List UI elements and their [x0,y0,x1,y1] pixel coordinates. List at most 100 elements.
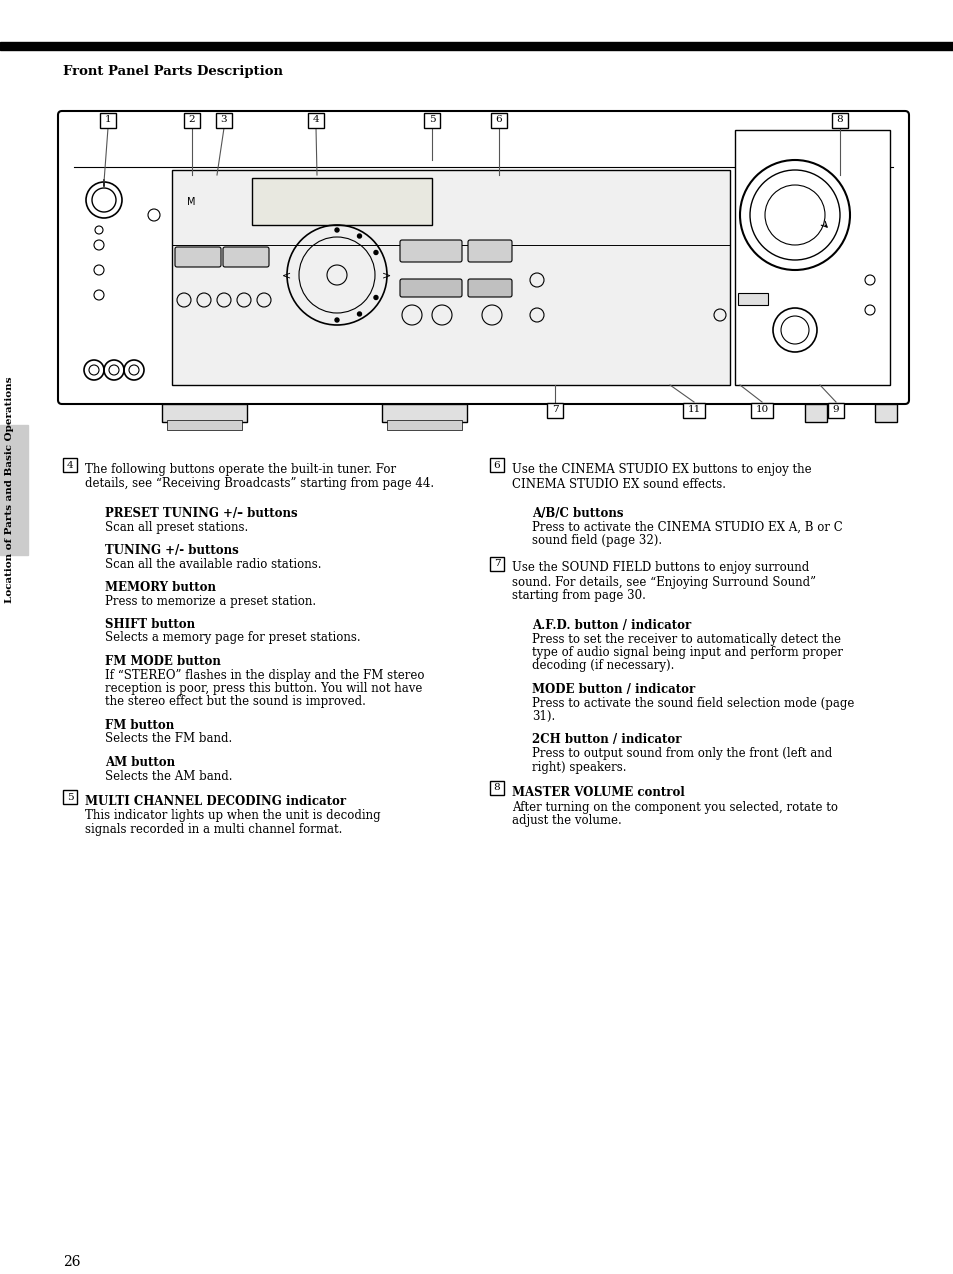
Text: 5: 5 [428,116,435,125]
FancyBboxPatch shape [399,279,461,297]
FancyBboxPatch shape [63,457,77,471]
Text: 26: 26 [63,1255,80,1269]
Text: <: < [282,270,292,280]
FancyBboxPatch shape [682,403,704,418]
Text: 31).: 31). [532,710,555,724]
Text: MASTER VOLUME control: MASTER VOLUME control [512,786,684,799]
Text: After turning on the component you selected, rotate to: After turning on the component you selec… [512,800,837,814]
Bar [738,293,767,304]
Circle shape [374,251,377,255]
Text: 4: 4 [67,460,73,470]
Text: 2CH button / indicator: 2CH button / indicator [532,734,680,747]
Bar [381,404,467,422]
Text: FM MODE button: FM MODE button [105,655,221,668]
FancyBboxPatch shape [308,112,324,127]
FancyBboxPatch shape [184,112,200,127]
Text: The following buttons operate the built-in tuner. For: The following buttons operate the built-… [85,462,395,476]
FancyBboxPatch shape [399,240,461,262]
Circle shape [335,318,338,322]
Text: SHIFT button: SHIFT button [105,618,195,631]
FancyBboxPatch shape [100,112,116,127]
Text: 8: 8 [836,116,842,125]
Bar [874,404,896,422]
Text: CINEMA STUDIO EX sound effects.: CINEMA STUDIO EX sound effects. [512,478,725,490]
Text: >: > [382,270,392,280]
Text: Press to activate the sound field selection mode (page: Press to activate the sound field select… [532,697,854,710]
Text: Scan all preset stations.: Scan all preset stations. [105,521,248,534]
Text: sound field (page 32).: sound field (page 32). [532,534,661,547]
Text: A/B/C buttons: A/B/C buttons [532,507,623,520]
Text: 3: 3 [220,116,227,125]
Bar [387,420,461,431]
FancyBboxPatch shape [546,403,562,418]
Bar [0,42,953,50]
Text: Scan all the available radio stations.: Scan all the available radio stations. [105,558,321,571]
Text: 8: 8 [493,784,499,792]
FancyBboxPatch shape [827,403,843,418]
Text: Location of Parts and Basic Operations: Location of Parts and Basic Operations [6,377,14,604]
Text: MODE button / indicator: MODE button / indicator [532,683,695,696]
Text: MEMORY button: MEMORY button [105,581,215,594]
Text: If “STEREO” flashes in the display and the FM stereo: If “STEREO” flashes in the display and t… [105,669,424,682]
Text: 1: 1 [105,116,112,125]
FancyBboxPatch shape [468,279,512,297]
Text: 7: 7 [551,405,558,414]
Text: Use the CINEMA STUDIO EX buttons to enjoy the: Use the CINEMA STUDIO EX buttons to enjo… [512,462,811,476]
Text: Press to activate the CINEMA STUDIO EX A, B or C: Press to activate the CINEMA STUDIO EX A… [532,521,841,534]
Text: MULTI CHANNEL DECODING indicator: MULTI CHANNEL DECODING indicator [85,795,346,808]
Text: FM button: FM button [105,719,174,733]
FancyBboxPatch shape [223,247,269,268]
Text: decoding (if necessary).: decoding (if necessary). [532,660,674,673]
Text: Press to memorize a preset station.: Press to memorize a preset station. [105,595,315,608]
Text: TUNING +/- buttons: TUNING +/- buttons [105,544,238,557]
FancyBboxPatch shape [750,403,772,418]
Circle shape [335,228,338,232]
Text: the stereo effect but the sound is improved.: the stereo effect but the sound is impro… [105,696,366,708]
Bar [734,130,889,385]
Text: details, see “Receiving Broadcasts” starting from page 44.: details, see “Receiving Broadcasts” star… [85,478,434,490]
Text: 6: 6 [493,460,499,470]
Text: This indicator lights up when the unit is decoding: This indicator lights up when the unit i… [85,809,380,823]
Bar [804,404,826,422]
Text: 6: 6 [496,116,502,125]
Text: A.F.D. button / indicator: A.F.D. button / indicator [532,619,691,632]
FancyBboxPatch shape [491,112,506,127]
FancyBboxPatch shape [215,112,232,127]
Text: signals recorded in a multi channel format.: signals recorded in a multi channel form… [85,823,342,836]
Text: 2: 2 [189,116,195,125]
FancyBboxPatch shape [831,112,847,127]
Text: PRESET TUNING +/– buttons: PRESET TUNING +/– buttons [105,507,297,520]
Text: 7: 7 [493,559,499,568]
Text: right) speakers.: right) speakers. [532,761,626,773]
FancyBboxPatch shape [490,557,503,571]
Bar [0,426,28,555]
FancyBboxPatch shape [423,112,439,127]
FancyBboxPatch shape [468,240,512,262]
Text: Press to set the receiver to automatically detect the: Press to set the receiver to automatical… [532,632,841,646]
Text: sound. For details, see “Enjoying Surround Sound”: sound. For details, see “Enjoying Surrou… [512,576,815,589]
Bar [172,169,729,385]
Circle shape [357,234,361,238]
Text: type of audio signal being input and perform proper: type of audio signal being input and per… [532,646,842,659]
Text: adjust the volume.: adjust the volume. [512,814,621,827]
Text: Use the SOUND FIELD buttons to enjoy surround: Use the SOUND FIELD buttons to enjoy sur… [512,562,808,575]
Bar [252,178,432,225]
FancyBboxPatch shape [63,790,77,804]
FancyBboxPatch shape [490,457,503,471]
Text: 5: 5 [67,792,73,801]
Text: Selects the FM band.: Selects the FM band. [105,733,232,745]
Text: starting from page 30.: starting from page 30. [512,590,645,603]
Circle shape [374,296,377,299]
Text: M: M [187,197,195,206]
Text: 4: 4 [313,116,319,125]
Text: Press to output sound from only the front (left and: Press to output sound from only the fron… [532,747,831,761]
Text: Front Panel Parts Description: Front Panel Parts Description [63,65,283,78]
Text: Selects the AM band.: Selects the AM band. [105,769,233,782]
Text: reception is poor, press this button. You will not have: reception is poor, press this button. Yo… [105,682,422,696]
Circle shape [357,312,361,316]
Text: 9: 9 [832,405,839,414]
Text: Selects a memory page for preset stations.: Selects a memory page for preset station… [105,632,360,645]
Bar [162,404,247,422]
Bar [167,420,242,431]
Text: 11: 11 [687,405,700,414]
